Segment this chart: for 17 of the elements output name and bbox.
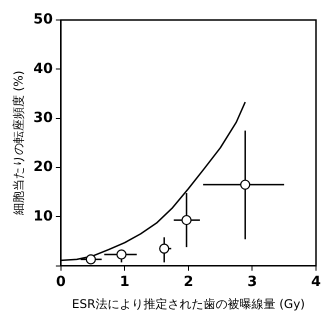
x-axis-title: ESR法により推定された歯の被曝線量 (Gy) — [72, 296, 306, 311]
x-tick-label: 2 — [184, 274, 194, 290]
point — [86, 254, 96, 265]
y-tick-label: 40 — [33, 60, 54, 77]
x-tick-label: 3 — [247, 274, 258, 290]
point — [116, 249, 127, 260]
y-tick-label: 50 — [33, 12, 54, 28]
y-axis-title: 細胞当たりの転座頻度 (%) — [11, 70, 26, 216]
x-tick-label: 1 — [120, 274, 130, 290]
y-tick-label: 20 — [33, 159, 54, 176]
point — [181, 214, 192, 226]
y-tick-label: 10 — [33, 208, 54, 224]
x-tick-label: 0 — [56, 274, 66, 290]
point — [240, 180, 250, 190]
x-tick-label: 4 — [311, 274, 322, 290]
y-tick-label: 30 — [33, 110, 54, 126]
point — [159, 243, 170, 254]
